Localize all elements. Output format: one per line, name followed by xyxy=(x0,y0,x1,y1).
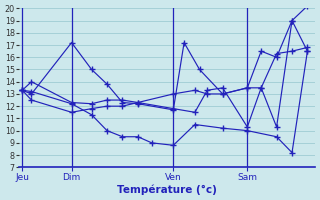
X-axis label: Température (°c): Température (°c) xyxy=(117,185,217,195)
